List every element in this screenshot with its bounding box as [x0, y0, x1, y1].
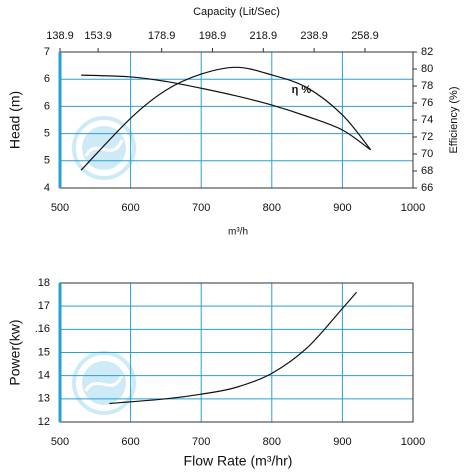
y2-tick-label: 80 [421, 63, 433, 75]
y2-tick-label: 76 [421, 97, 433, 109]
logo [72, 116, 136, 180]
x-tick-label: 600 [121, 202, 139, 214]
x2-tick-label: 198.9 [199, 30, 227, 42]
y2-tick-label: 78 [421, 80, 433, 92]
y2-tick-label: 74 [421, 114, 433, 126]
x-tick-label: 800 [263, 202, 281, 214]
x2-tick-label: 178.9 [148, 30, 176, 42]
y-tick-label: 6 [44, 100, 50, 112]
x-tick-label: 500 [51, 202, 69, 214]
x2-tick-label: 238.9 [300, 30, 328, 42]
y-tick-label: 6 [44, 73, 50, 85]
y2-tick-label: 82 [421, 46, 433, 58]
x-tick-label: 600 [121, 436, 139, 448]
data-line [109, 291, 357, 405]
y2-tick-label: 66 [421, 182, 433, 194]
x-tick-label: 500 [51, 436, 69, 448]
y-tick-label: 5 [44, 155, 50, 167]
x2-tick-label: 258.9 [351, 30, 379, 42]
y-tick-label: 13 [38, 393, 50, 405]
y-tick-label: 18 [38, 277, 50, 289]
x-axis-label: Flow Rate (m³/hr) [184, 453, 293, 469]
x-tick-label: 900 [333, 436, 351, 448]
y-tick-label: 14 [38, 370, 50, 382]
y2-tick-label: 68 [421, 165, 433, 177]
x-tick-label: 700 [192, 436, 210, 448]
annotation: η % [292, 84, 312, 96]
y-tick-label: 12 [38, 416, 50, 428]
data-line [81, 74, 371, 151]
y-tick-label: .16 [35, 323, 50, 335]
y-tick-label: 17 [38, 300, 50, 312]
logo [72, 351, 136, 415]
x-tick-label: 900 [333, 202, 351, 214]
x-tick-label: 800 [263, 436, 281, 448]
y-tick-label: 4 [44, 182, 50, 194]
y-tick-label: 5 [44, 128, 50, 140]
y-tick-label: 7 [44, 46, 50, 58]
x-tick-label: 1000 [401, 436, 425, 448]
x-tick-label: 700 [192, 202, 210, 214]
x2-tick-label: 153.9 [84, 30, 112, 42]
x2-tick-label: 218.9 [250, 30, 278, 42]
y-axis-label: Head (m) [7, 91, 23, 149]
x-axis-label: m³/h [228, 227, 248, 238]
y-tick-label: 15 [38, 346, 50, 358]
y2-tick-label: 72 [421, 131, 433, 143]
x2-tick-label: 138.9 [46, 30, 74, 42]
x2-axis-label: Capacity (Lit/Sec) [193, 6, 280, 18]
x-tick-label: 1000 [401, 202, 425, 214]
y2-tick-label: 70 [421, 148, 433, 160]
y-axis-label: Power(kw) [7, 319, 23, 385]
data-line [80, 66, 372, 171]
y2-axis-label: Efficiency (%) [448, 86, 460, 153]
